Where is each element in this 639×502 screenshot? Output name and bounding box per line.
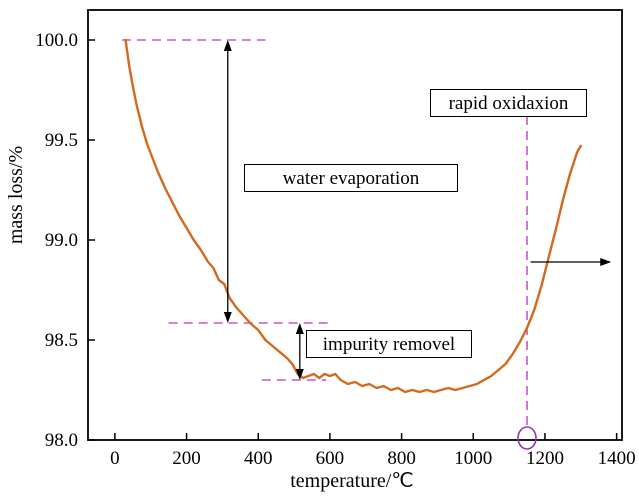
axis-ticks: 0 200 400 600 800 1000 1200 1400 98.0 98.5 99.0 99.… (35, 30, 635, 469)
x-tick-label: 600 (316, 448, 345, 469)
arrowhead (223, 40, 232, 51)
annotation-arrows (223, 40, 612, 380)
y-tick-label: 99.5 (45, 130, 78, 151)
arrowhead (600, 258, 612, 266)
tga-curve-line (124, 38, 582, 394)
x-tick-label: 1000 (454, 448, 492, 469)
y-tick-label: 100.0 (35, 30, 78, 51)
x-tick-label: 0 (110, 448, 120, 469)
rapid-oxidation-label: rapid oxidaxion (430, 89, 587, 117)
y-tick-label: 99.0 (45, 230, 78, 251)
x-tick-label: 800 (387, 448, 416, 469)
x-tick-label: 1400 (598, 448, 636, 469)
arrowhead (223, 312, 232, 323)
water-evaporation-label: water evaporation (244, 164, 458, 192)
y-tick-label: 98.5 (45, 330, 78, 351)
plot-frame (87, 9, 623, 441)
arrowhead (295, 323, 304, 334)
impurity-removal-label: impurity removel (306, 330, 472, 358)
x-axis-label: temperature/℃ (290, 470, 414, 492)
plot-border (87, 9, 623, 441)
axis-ellipse-marker (517, 426, 537, 450)
x-tick-label: 200 (172, 448, 201, 469)
y-tick-label: 98.0 (45, 430, 78, 451)
x-tick-label: 1200 (526, 448, 564, 469)
mass-loss-curve (124, 38, 582, 394)
arrowhead (295, 369, 304, 380)
x-tick-label: 400 (244, 448, 273, 469)
y-axis-label: mass loss/% (5, 146, 27, 244)
